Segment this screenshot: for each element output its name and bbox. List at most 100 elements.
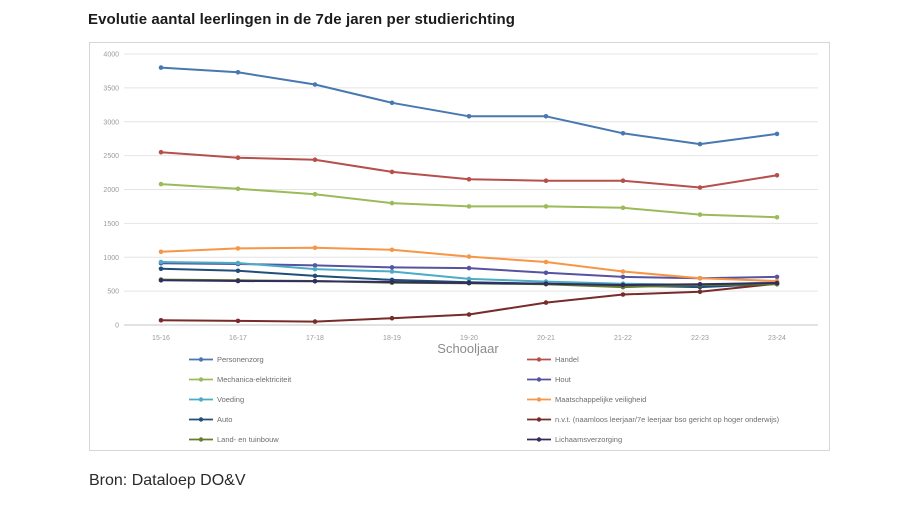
data-point[interactable]: [312, 266, 318, 272]
data-point[interactable]: [466, 265, 472, 271]
data-point[interactable]: [466, 204, 472, 209]
data-point[interactable]: [312, 82, 318, 87]
data-point[interactable]: [312, 191, 318, 197]
legend-item-personenzorg[interactable]: Personenzorg: [189, 353, 264, 365]
legend-item-lichaamsverzorging[interactable]: Lichaamsverzorging: [527, 433, 622, 445]
data-point[interactable]: [389, 247, 395, 253]
data-point[interactable]: [158, 181, 164, 187]
series-maatschappelijke-veiligheid[interactable]: [158, 245, 780, 284]
y-tick-label: 2000: [103, 187, 119, 194]
data-point[interactable]: [543, 259, 549, 265]
legend-item-land-en-tuinbouw[interactable]: Land- en tuinbouw: [189, 433, 279, 445]
data-point[interactable]: [697, 141, 703, 147]
data-point[interactable]: [466, 114, 472, 119]
series-mechanica-elektriciteit[interactable]: [158, 181, 780, 220]
data-point[interactable]: [620, 292, 626, 297]
data-point[interactable]: [543, 270, 549, 276]
data-point[interactable]: [774, 280, 780, 286]
line-handel[interactable]: [160, 151, 778, 189]
data-point[interactable]: [312, 245, 318, 251]
data-point[interactable]: [389, 315, 395, 321]
data-point[interactable]: [697, 185, 703, 190]
chart-card: 0 500 1000 1500 2000 2500 3000 3500 4000 15-16 16-…: [89, 42, 830, 451]
data-point[interactable]: [543, 281, 549, 286]
data-point[interactable]: [543, 204, 549, 209]
chart-canvas[interactable]: 0 500 1000 1500 2000 2500 3000 3500 4000 15-16 16-…: [90, 43, 829, 343]
data-point[interactable]: [697, 212, 703, 217]
data-point[interactable]: [235, 268, 241, 274]
legend-item-auto[interactable]: Auto: [189, 413, 232, 425]
data-point[interactable]: [466, 312, 472, 317]
data-point[interactable]: [774, 274, 780, 280]
data-point[interactable]: [235, 260, 241, 266]
series-personenzorg[interactable]: [158, 65, 780, 147]
data-point[interactable]: [774, 215, 780, 220]
series-lichaamsverzorging[interactable]: [158, 278, 780, 288]
x-tick-label: 22-23: [691, 335, 709, 342]
data-point[interactable]: [697, 276, 703, 281]
series-n-v-t-naamloos-leerjaar-7e-l[interactable]: [158, 281, 780, 324]
data-point[interactable]: [543, 300, 549, 305]
source-note: Bron: Dataloep DO&V: [89, 472, 246, 489]
data-point[interactable]: [312, 273, 318, 279]
data-point[interactable]: [389, 265, 395, 270]
data-point[interactable]: [235, 246, 241, 251]
data-point[interactable]: [620, 269, 626, 274]
legend-label: Voeding: [217, 394, 245, 404]
data-point[interactable]: [543, 114, 549, 119]
legend-item-maatschappelijke-veiligheid[interactable]: Maatschappelijke veiligheid: [527, 393, 646, 405]
data-point[interactable]: [235, 318, 241, 324]
line-personenzorg[interactable]: [160, 66, 778, 146]
data-point[interactable]: [312, 319, 318, 324]
data-point[interactable]: [774, 131, 780, 137]
data-point[interactable]: [620, 282, 626, 288]
legend-item-n-v-t-naamloos-leerjaar-7e-l[interactable]: n.v.t. (naamloos leerjaar/7e leerjaar bs…: [527, 413, 779, 425]
data-point[interactable]: [312, 263, 318, 268]
legend-label: n.v.t. (naamloos leerjaar/7e leerjaar bs…: [555, 414, 780, 424]
data-point[interactable]: [312, 279, 318, 284]
data-point[interactable]: [158, 149, 164, 155]
data-point[interactable]: [466, 280, 472, 286]
data-point[interactable]: [235, 278, 241, 284]
data-point[interactable]: [620, 274, 626, 280]
legend-item-handel[interactable]: Handel: [527, 353, 579, 365]
data-point[interactable]: [466, 276, 472, 282]
data-point[interactable]: [620, 131, 626, 136]
y-tick-label: 4000: [103, 52, 119, 59]
legend-item-mechanica-elektriciteit[interactable]: Mechanica-elektriciteit: [189, 373, 291, 385]
data-point[interactable]: [389, 200, 395, 206]
legend-item-hout[interactable]: Hout: [527, 373, 571, 385]
legend-label: Mechanica-elektriciteit: [217, 374, 292, 384]
legend-label: Hout: [555, 374, 571, 384]
data-point[interactable]: [389, 100, 395, 106]
data-point[interactable]: [697, 289, 703, 295]
data-point[interactable]: [158, 278, 164, 283]
data-point[interactable]: [697, 282, 703, 287]
data-point[interactable]: [543, 178, 549, 183]
legend-label: Personenzorg: [217, 354, 264, 364]
data-point[interactable]: [235, 155, 241, 160]
line-marker-icon: [527, 376, 551, 382]
data-point[interactable]: [466, 177, 472, 182]
y-tick-label: 3000: [103, 119, 119, 126]
data-point[interactable]: [466, 254, 472, 259]
x-tick-label: 19-20: [460, 335, 478, 342]
data-point[interactable]: [774, 173, 780, 178]
series-handel[interactable]: [158, 149, 780, 190]
data-point[interactable]: [158, 65, 164, 70]
data-point[interactable]: [389, 279, 395, 285]
data-point[interactable]: [235, 70, 241, 75]
data-point[interactable]: [158, 266, 164, 272]
data-point[interactable]: [158, 259, 164, 265]
data-point[interactable]: [158, 249, 164, 255]
data-point[interactable]: [389, 269, 395, 274]
data-point[interactable]: [312, 157, 318, 162]
data-point[interactable]: [235, 186, 241, 192]
data-point[interactable]: [620, 205, 626, 211]
line-marker-icon: [189, 356, 213, 362]
data-point[interactable]: [158, 318, 164, 323]
legend-item-voeding[interactable]: Voeding: [189, 393, 244, 405]
data-point[interactable]: [389, 169, 395, 175]
data-point[interactable]: [620, 178, 626, 183]
